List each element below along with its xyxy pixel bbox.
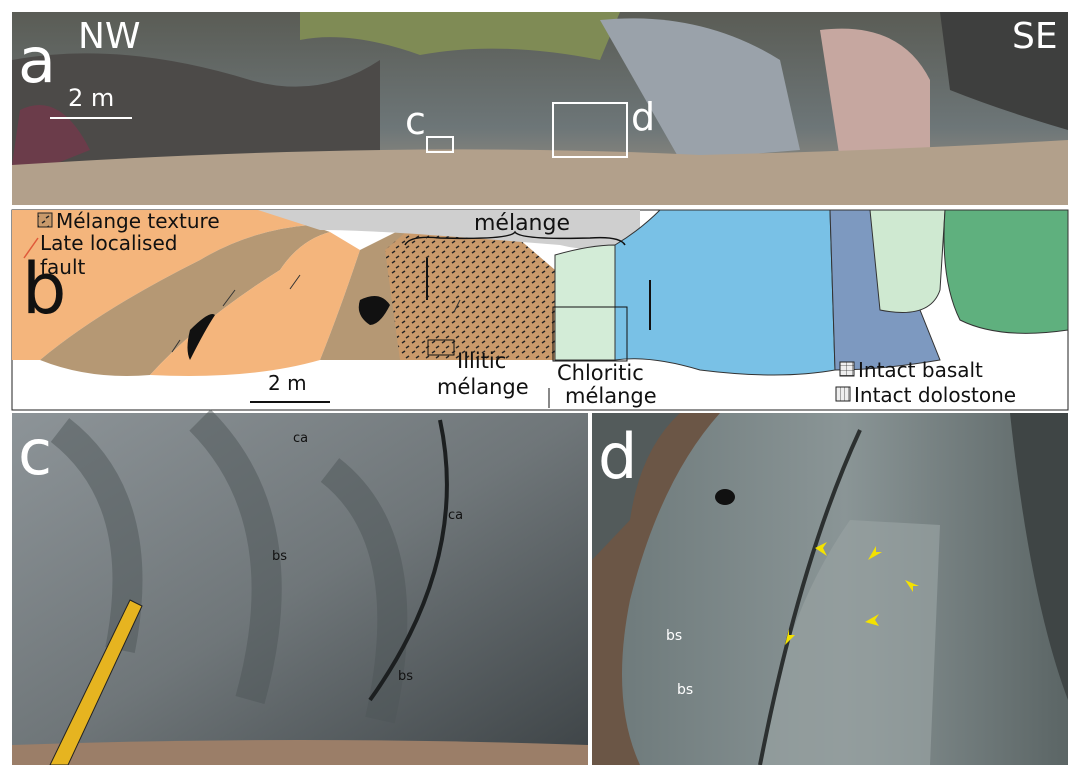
unit-label: mélange	[474, 211, 570, 236]
pebbles	[12, 740, 588, 765]
unit	[869, 209, 946, 313]
rock	[820, 28, 930, 161]
panel-c: c ca ca bs bs	[12, 409, 588, 765]
direction: SE	[1012, 16, 1058, 57]
arrows	[785, 542, 919, 645]
unit	[150, 232, 360, 376]
inset-label: d	[631, 95, 655, 139]
unit	[12, 210, 310, 360]
panel-label: a	[18, 24, 56, 97]
unit	[40, 225, 330, 376]
pencil	[49, 599, 143, 765]
rock	[12, 53, 380, 171]
unit-label: mélange	[437, 375, 529, 399]
inset-box	[552, 102, 628, 158]
annotation: bs	[272, 549, 287, 564]
legend-swatch	[839, 361, 855, 377]
direction: NW	[78, 16, 141, 57]
fracture	[368, 419, 449, 702]
melange-texture	[385, 217, 555, 360]
panel-a: a NW SE 2 m c d	[12, 12, 1068, 205]
scale-label: 2 m	[68, 84, 114, 112]
panel-label: c	[18, 416, 52, 489]
lens-cap	[715, 489, 735, 505]
scale-label: 2 m	[268, 371, 307, 395]
inset-box	[427, 339, 455, 356]
shape	[868, 546, 882, 560]
inset-label: c	[405, 99, 426, 143]
annotation: ca	[293, 431, 308, 446]
legend-text: Intact dolostone	[854, 383, 1016, 407]
block	[760, 520, 940, 765]
rock	[592, 413, 680, 560]
inset-box	[426, 136, 454, 153]
legend-swatch	[37, 212, 53, 228]
legend-text: Mélange texture	[56, 209, 220, 233]
rock	[600, 18, 800, 161]
shape	[815, 542, 827, 556]
panel-b: b Mélange texture Late localised fault m…	[11, 209, 1069, 411]
rock	[940, 12, 1068, 130]
inset-box	[552, 306, 628, 362]
fracture	[758, 429, 862, 765]
annotation: bs	[677, 682, 693, 698]
annotation: bs	[666, 628, 682, 644]
shape	[865, 614, 879, 626]
unit	[614, 209, 836, 376]
grass	[300, 12, 620, 60]
annotation: ca	[448, 508, 463, 523]
annotation: bs	[398, 669, 413, 684]
unit-label: Chloritic	[557, 361, 644, 385]
beach	[12, 140, 1068, 205]
brace	[404, 230, 626, 246]
unit-label: mélange	[565, 384, 657, 408]
legend-text: fault	[40, 255, 86, 279]
legend-swatch	[835, 386, 851, 402]
unit	[554, 244, 616, 361]
clast	[358, 296, 390, 325]
rock	[12, 105, 90, 170]
unit	[943, 209, 1069, 334]
panel-label: d	[598, 420, 637, 493]
panel-label: b	[22, 248, 66, 330]
unit-label: Illitic	[457, 349, 506, 373]
foliation	[171, 274, 461, 353]
cover	[258, 210, 640, 249]
panel-d: d bs bs	[592, 413, 1068, 765]
legend-text: Late localised	[40, 231, 177, 255]
rock	[1010, 413, 1068, 700]
shape	[905, 580, 919, 592]
clast	[187, 314, 215, 360]
shape	[785, 629, 795, 645]
legend-text: Intact basalt	[858, 358, 983, 382]
legend-line	[23, 237, 39, 259]
